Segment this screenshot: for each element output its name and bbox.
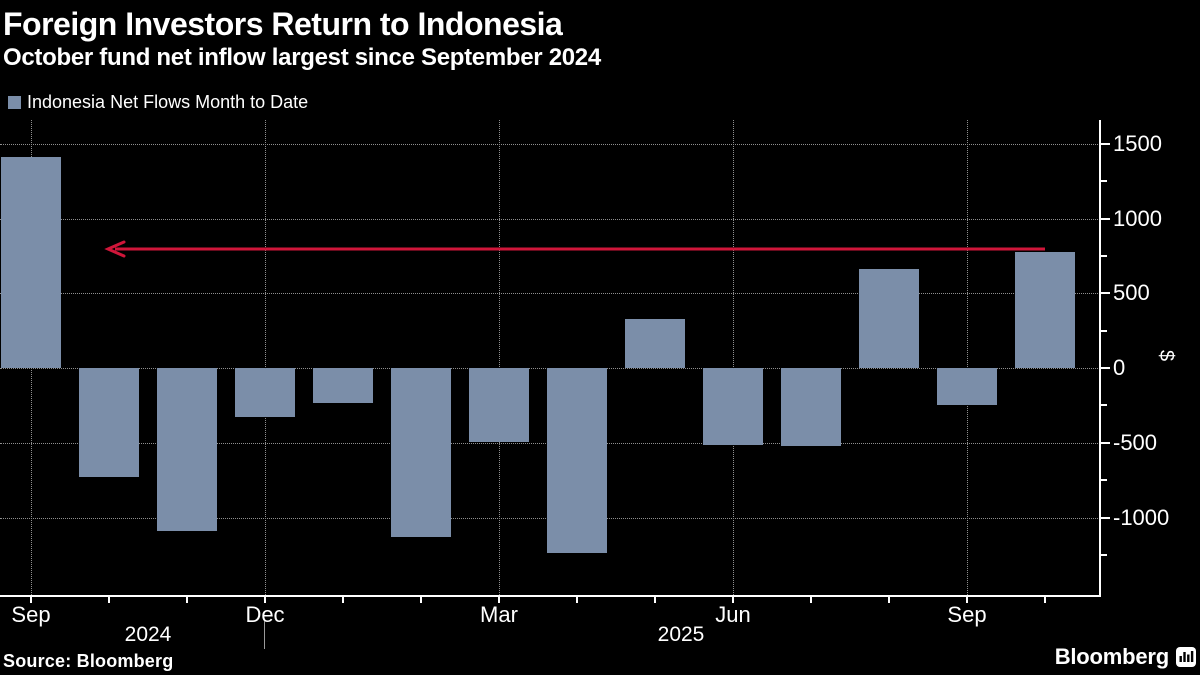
bloomberg-logo: Bloomberg	[1055, 644, 1196, 670]
x-axis-tick	[420, 597, 422, 603]
chart-title: Foreign Investors Return to Indonesia	[3, 6, 563, 42]
x-axis-month-label: Sep	[947, 602, 987, 627]
bar-jul-2025	[781, 368, 841, 446]
bar-jan-2025	[313, 368, 373, 403]
bloomberg-logo-text: Bloomberg	[1054, 644, 1170, 669]
x-axis-tick	[498, 597, 500, 603]
x-axis-year-label: 2025	[657, 623, 705, 646]
x-axis-month-label: Jun	[715, 602, 751, 627]
x-axis-month-label: Dec	[245, 602, 285, 627]
gridline-vertical	[967, 120, 968, 595]
bar-apr-2025	[547, 368, 607, 553]
y-axis-major-tick	[1101, 292, 1110, 294]
bar-mar-2025	[469, 368, 529, 442]
bar-sep-2025	[937, 368, 997, 405]
x-axis-tick	[576, 597, 578, 603]
x-axis-tick	[108, 597, 110, 603]
y-axis-line	[1099, 120, 1101, 597]
y-axis-minor-tick	[1101, 180, 1107, 182]
x-axis-tick	[264, 597, 266, 603]
y-axis-minor-tick	[1101, 404, 1107, 406]
x-axis-tick	[732, 597, 734, 603]
gridline-horizontal	[0, 293, 1100, 294]
bar-sep-2024	[1, 157, 61, 368]
gridline-horizontal	[0, 219, 1100, 220]
y-axis-major-tick	[1101, 442, 1110, 444]
source-attribution: Source: Bloomberg	[3, 651, 174, 671]
y-axis-minor-tick	[1101, 255, 1107, 257]
y-axis-minor-tick	[1101, 330, 1107, 332]
x-axis-month-label: Sep	[11, 602, 51, 627]
bar-may-2025	[625, 319, 685, 368]
y-axis-unit-label: $	[1155, 349, 1178, 362]
y-axis-major-tick	[1101, 367, 1110, 369]
bar-jun-2025	[703, 368, 763, 445]
x-axis-tick	[342, 597, 344, 603]
chart-subtitle: October fund net inflow largest since Se…	[3, 44, 601, 71]
bar-aug-2025	[859, 269, 919, 368]
y-axis-tick-label: 1000	[1113, 206, 1162, 231]
bloomberg-chart-icon	[1176, 647, 1196, 667]
legend: Indonesia Net Flows Month to Date	[8, 92, 308, 113]
bar-nov-2024	[157, 368, 217, 531]
legend-swatch-icon	[8, 96, 21, 109]
bar-chart: 1500 1000 500 0 -500 -1000 Sep Dec Mar Jun Sep 2024…	[0, 120, 1200, 675]
gridline-vertical	[733, 120, 734, 595]
gridline-vertical	[499, 120, 500, 595]
legend-label: Indonesia Net Flows Month to Date	[27, 92, 309, 112]
y-axis-tick-label: 0	[1113, 355, 1126, 380]
x-axis-tick	[888, 597, 890, 603]
y-axis-tick-label: 500	[1113, 280, 1150, 305]
y-axis-tick-label: -1000	[1113, 505, 1170, 530]
y-axis-minor-tick	[1101, 554, 1107, 556]
x-axis-line	[0, 595, 1101, 597]
gridline-horizontal	[0, 144, 1100, 145]
year-divider-line	[264, 621, 265, 649]
x-axis-tick	[654, 597, 656, 603]
bar-oct-2024	[79, 368, 139, 477]
bar-feb-2025	[391, 368, 451, 537]
x-axis-year-label: 2024	[124, 623, 172, 646]
y-axis-major-tick	[1101, 517, 1110, 519]
bar-dec-2024	[235, 368, 295, 417]
x-axis-month-label: Mar	[480, 602, 518, 627]
x-axis-tick	[30, 597, 32, 603]
x-axis-tick	[1044, 597, 1046, 603]
y-axis-tick-label: -500	[1113, 430, 1158, 455]
y-axis-major-tick	[1101, 143, 1110, 145]
bar-oct-2025	[1015, 252, 1075, 368]
y-axis-major-tick	[1101, 218, 1110, 220]
x-axis-tick	[186, 597, 188, 603]
y-axis-minor-tick	[1101, 479, 1107, 481]
gridline-vertical	[265, 120, 266, 595]
y-axis-tick-label: 1500	[1113, 131, 1162, 156]
x-axis-tick	[966, 597, 968, 603]
x-axis-tick	[810, 597, 812, 603]
